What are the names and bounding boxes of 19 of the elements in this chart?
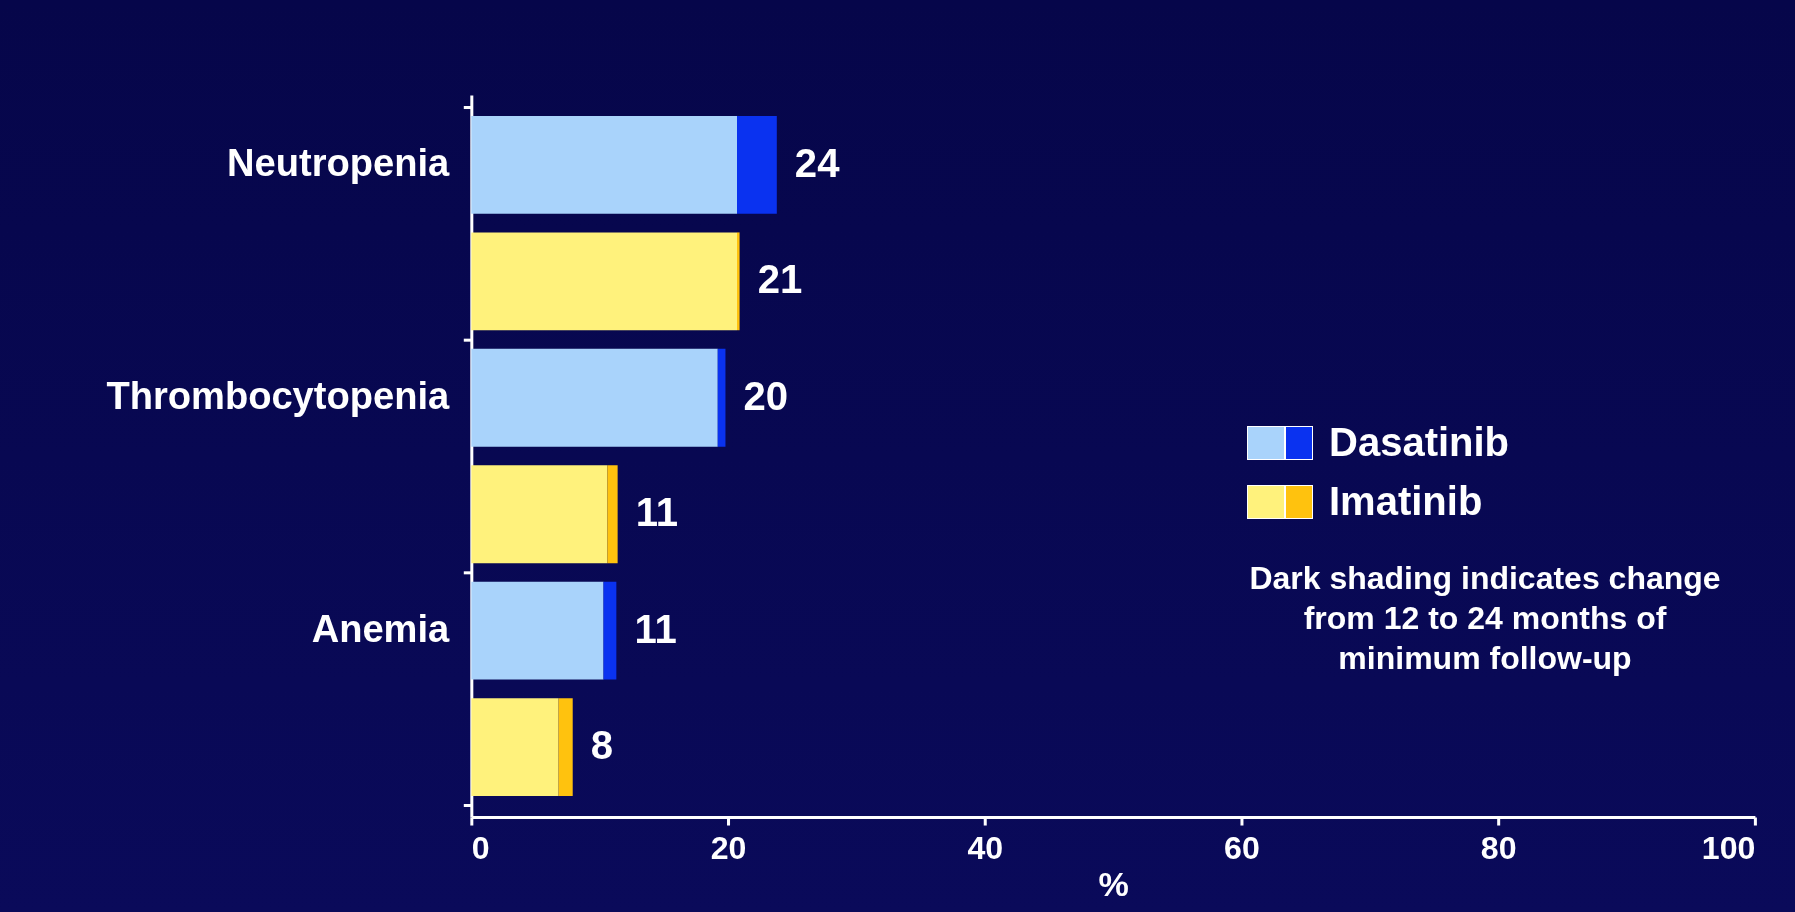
y-tick-label: Thrombocytopenia	[106, 374, 451, 417]
annotation: Dark shading indicates change from 12 to 24 months of minimum follow-up	[1248, 559, 1722, 678]
x-tick-label: 100	[1701, 829, 1756, 866]
legend-label: Imatinib	[1329, 479, 1483, 524]
x-tick-label: 0	[471, 829, 490, 866]
x-tick-label: 40	[967, 829, 1004, 866]
total-label: 24	[794, 140, 841, 185]
total-label: 21	[757, 257, 803, 302]
total-label: 11	[635, 490, 679, 535]
total-label: 20	[743, 373, 789, 418]
x-tick-label: 20	[710, 829, 747, 866]
total-label: 11	[634, 606, 677, 651]
total-label: 8	[590, 723, 614, 768]
x-tick-label: 60	[1224, 829, 1260, 866]
x-tick-label: 80	[1480, 829, 1517, 866]
y-tick-label: Neutropenia	[227, 141, 451, 184]
x-axis-title: %	[1098, 864, 1129, 903]
y-tick-label: Anemia	[311, 607, 451, 650]
legend-label: Dasatinib	[1329, 420, 1510, 465]
